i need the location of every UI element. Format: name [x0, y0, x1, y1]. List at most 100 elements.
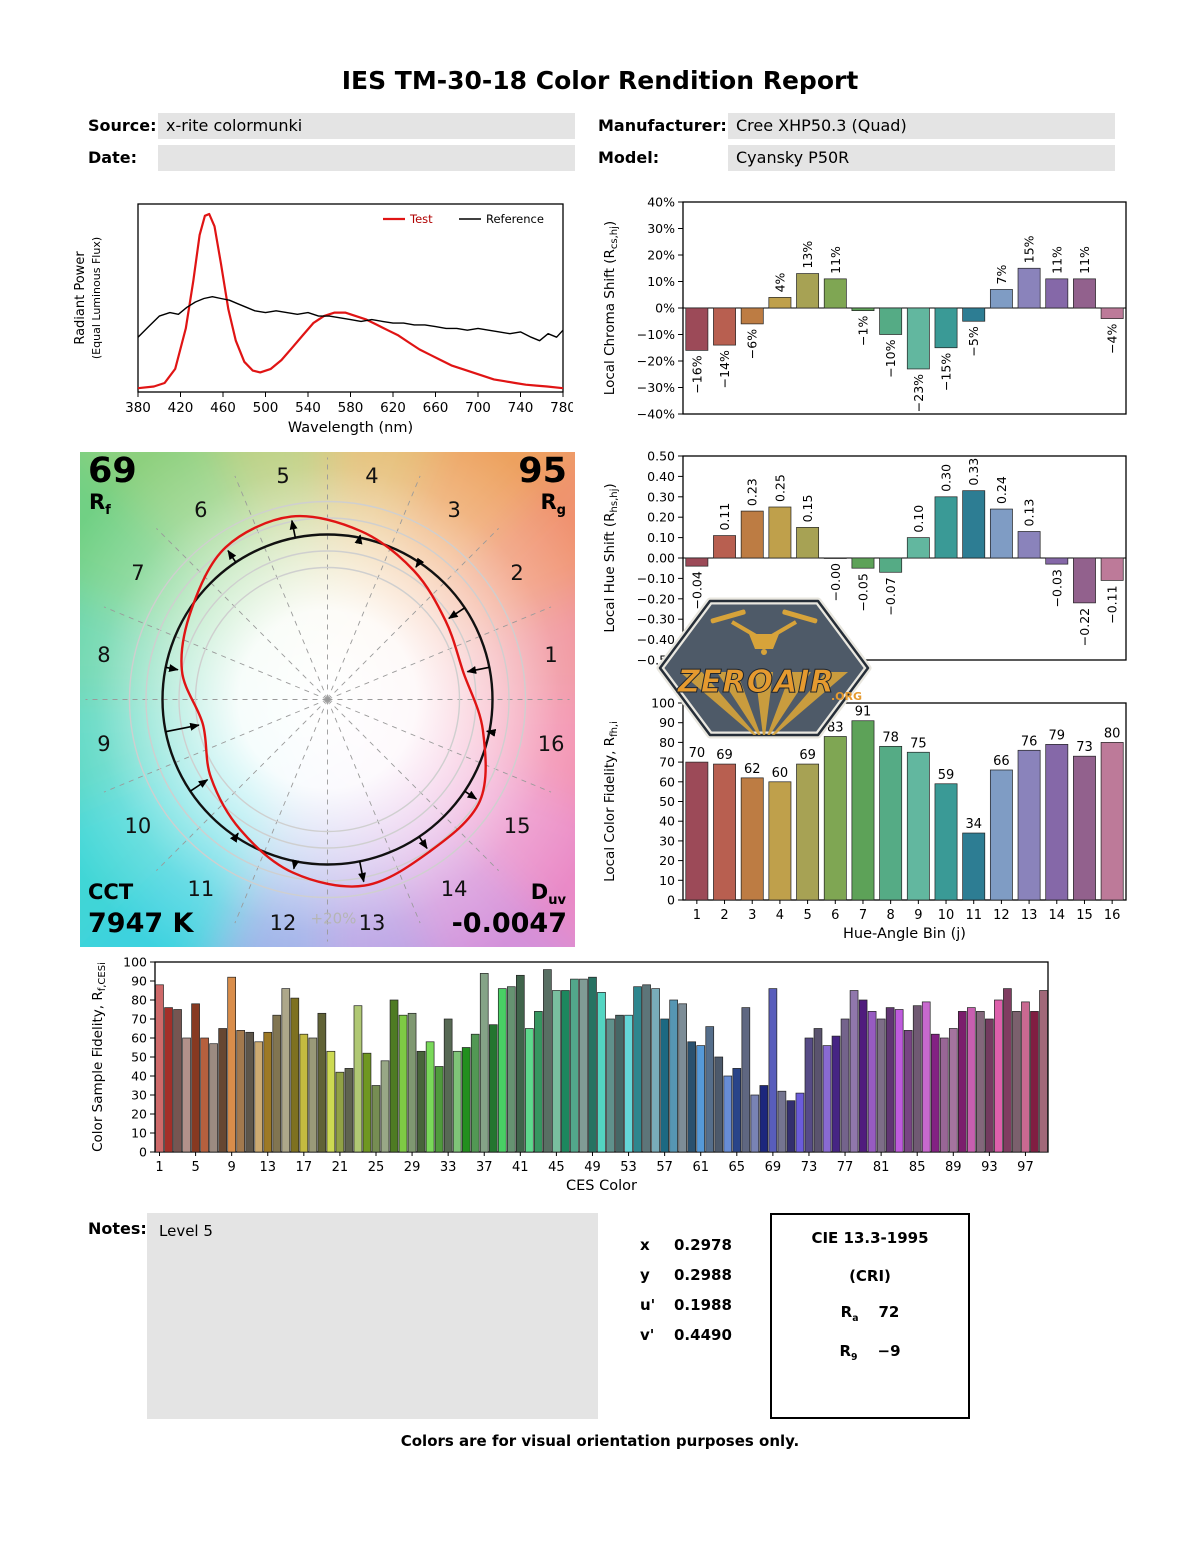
manufacturer-label: Manufacturer:: [598, 116, 727, 135]
svg-text:70: 70: [131, 1012, 147, 1027]
svg-text:10: 10: [659, 873, 675, 888]
model-label: Model:: [598, 148, 660, 167]
svg-text:0%: 0%: [655, 301, 675, 316]
svg-text:−15%: −15%: [939, 353, 954, 391]
svg-text:60: 60: [131, 1031, 147, 1046]
svg-text:0.23: 0.23: [745, 478, 760, 506]
svg-text:50: 50: [659, 794, 675, 809]
svg-text:3: 3: [748, 908, 756, 923]
svg-text:540: 540: [295, 400, 321, 416]
svg-text:620: 620: [380, 400, 406, 416]
svg-text:70: 70: [659, 755, 675, 770]
svg-text:0.10: 0.10: [911, 505, 926, 533]
svg-text:0: 0: [139, 1145, 147, 1160]
svg-text:−30%: −30%: [637, 380, 675, 395]
svg-text:11%: 11%: [1049, 246, 1064, 274]
svg-text:7: 7: [859, 908, 867, 923]
svg-text:50: 50: [131, 1050, 147, 1065]
svg-text:0.11: 0.11: [717, 503, 732, 531]
svg-text:93: 93: [981, 1160, 998, 1175]
cct-label: CCT: [88, 880, 134, 904]
svg-text:4: 4: [365, 464, 378, 488]
svg-text:16: 16: [538, 732, 565, 756]
spectral-power-chart: 380 420 460 500 540 580 620 660 700 740 780 Wavelen…: [58, 192, 576, 446]
svg-text:740: 740: [508, 400, 534, 416]
svg-text:53: 53: [620, 1160, 637, 1175]
svg-text:Local Chroma Shift (Rcs,hj): Local Chroma Shift (Rcs,hj): [602, 221, 620, 395]
svg-text:97: 97: [1017, 1160, 1034, 1175]
svg-text:(Equal Luminous Flux): (Equal Luminous Flux): [90, 237, 103, 359]
svg-text:6: 6: [831, 908, 839, 923]
svg-text:16: 16: [1104, 908, 1121, 923]
watermark-name: ZEROAIR: [677, 664, 835, 700]
chroma-shift-svg: −40% −30% −20% −10% 0% 10% 20% 30% 40% −16% −14% −6…: [602, 195, 1127, 422]
svg-text:−1%: −1%: [855, 316, 870, 346]
svg-text:460: 460: [210, 400, 236, 416]
svg-text:76: 76: [1021, 734, 1038, 749]
local-chroma-shift-chart: −40% −30% −20% −10% 0% 10% 20% 30% 40% −16% −14% −6…: [598, 192, 1138, 446]
chromaticity-x: x 0.2978: [640, 1236, 732, 1254]
local-color-fidelity-chart: 0 10 20 30 40 50 60 70 80 90 100 70 1 69 2 62 3 60 4 69 5 83 6…: [598, 688, 1138, 954]
svg-text:0: 0: [667, 893, 675, 908]
source-label: Source:: [88, 116, 157, 135]
svg-text:17: 17: [296, 1160, 313, 1175]
svg-text:−14%: −14%: [717, 350, 732, 388]
color-vector-graphic: 1 2 3 4 5 6 7 8 9 10 11 12 13 14 15 16 +20% 69 Rf 95 Rg …: [80, 452, 575, 947]
svg-text:100: 100: [123, 955, 147, 970]
svg-text:580: 580: [338, 400, 364, 416]
svg-text:69: 69: [765, 1160, 782, 1175]
svg-text:45: 45: [548, 1160, 565, 1175]
svg-text:380: 380: [125, 400, 151, 416]
svg-text:20%: 20%: [647, 248, 675, 263]
svg-text:13%: 13%: [800, 241, 815, 269]
svg-text:2: 2: [720, 908, 728, 923]
svg-text:90: 90: [131, 974, 147, 989]
r9-symbol: R9: [839, 1342, 858, 1363]
svg-text:61: 61: [692, 1160, 709, 1175]
svg-text:78: 78: [882, 730, 899, 745]
svg-text:660: 660: [423, 400, 449, 416]
svg-text:12: 12: [270, 911, 297, 935]
svg-text:10: 10: [131, 1126, 147, 1141]
rg-value: 95: [518, 451, 567, 491]
svg-text:1: 1: [693, 908, 701, 923]
svg-text:90: 90: [659, 715, 675, 730]
duv-symbol: Duv: [530, 880, 566, 909]
date-label: Date:: [88, 148, 137, 167]
svg-text:0.30: 0.30: [939, 464, 954, 492]
svg-text:25: 25: [368, 1160, 385, 1175]
svg-text:0.00: 0.00: [647, 551, 675, 566]
svg-text:40: 40: [659, 814, 675, 829]
svg-text:8: 8: [887, 908, 895, 923]
duv-value: -0.0047: [451, 908, 567, 939]
svg-text:CES Color: CES Color: [566, 1178, 637, 1194]
svg-text:1: 1: [544, 643, 557, 667]
svg-text:91: 91: [855, 705, 872, 720]
svg-text:Reference: Reference: [486, 212, 544, 226]
rf-value: 69: [88, 451, 137, 491]
svg-text:−23%: −23%: [911, 374, 926, 412]
svg-text:81: 81: [873, 1160, 890, 1175]
svg-text:30%: 30%: [647, 221, 675, 236]
svg-text:20: 20: [131, 1107, 147, 1122]
svg-text:−0.10: −0.10: [637, 571, 675, 586]
svg-text:−0.04: −0.04: [689, 571, 704, 609]
svg-text:65: 65: [729, 1160, 746, 1175]
svg-text:+20%: +20%: [311, 910, 357, 928]
svg-text:7%: 7%: [994, 264, 1009, 284]
svg-text:100: 100: [651, 696, 675, 711]
svg-text:6: 6: [194, 498, 207, 522]
svg-text:59: 59: [938, 768, 955, 783]
svg-text:80: 80: [1104, 726, 1121, 741]
svg-text:13: 13: [259, 1160, 276, 1175]
svg-text:83: 83: [827, 720, 844, 735]
svg-text:11: 11: [965, 908, 982, 923]
svg-text:13: 13: [359, 911, 386, 935]
svg-text:700: 700: [465, 400, 491, 416]
svg-text:−5%: −5%: [966, 326, 981, 356]
svg-text:4: 4: [776, 908, 784, 923]
svg-text:0.33: 0.33: [966, 458, 981, 486]
svg-text:4%: 4%: [772, 272, 787, 292]
chromaticity-y: y 0.2988: [640, 1266, 732, 1284]
